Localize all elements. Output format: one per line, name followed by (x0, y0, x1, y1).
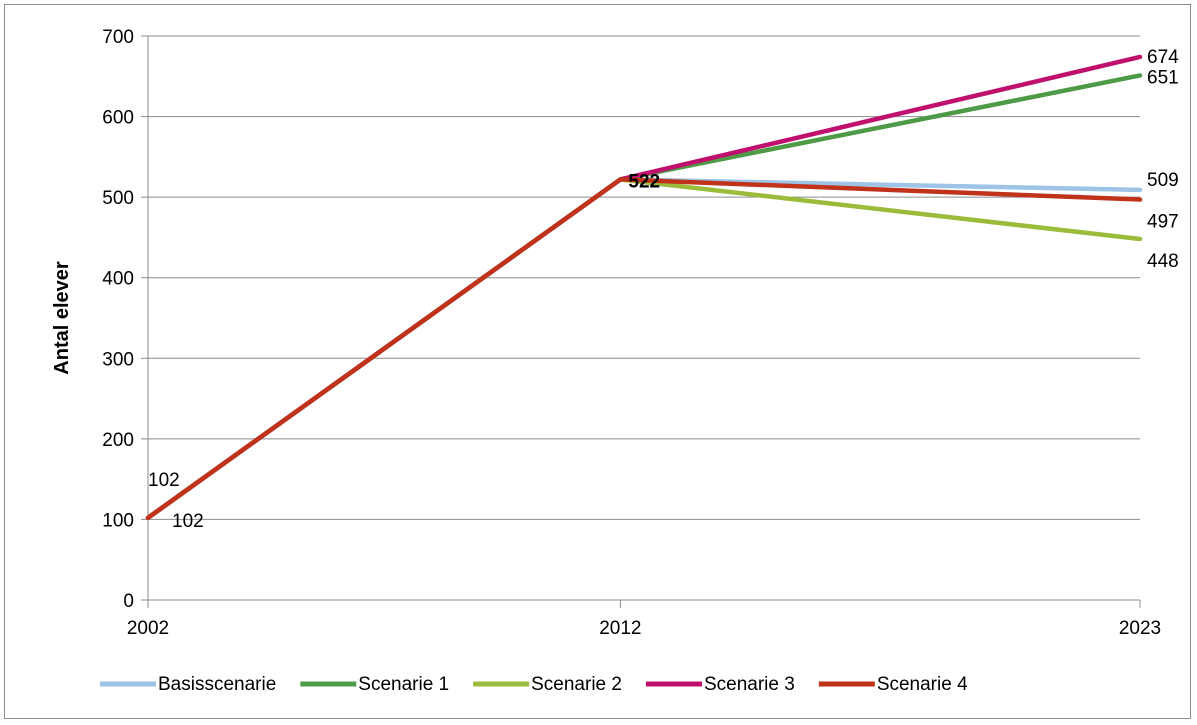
y-tick-labels: 0 100 200 300 400 500 600 700 (102, 27, 134, 612)
gridlines (148, 35, 1140, 520)
series-line (145, 73, 1143, 521)
y-tick-label: 0 (123, 591, 134, 612)
legend-entry-label: Basisscenarie (158, 674, 276, 695)
y-tick-label: 200 (102, 430, 134, 451)
data-label: 102 (172, 511, 204, 532)
series-line (145, 54, 1143, 521)
series-line (145, 177, 1143, 521)
data-label: 674 (1147, 47, 1179, 68)
y-tick-label: 400 (102, 269, 134, 290)
legend-entry-label: Scenarie 2 (531, 674, 622, 695)
legend: Basisscenarie Scenarie 1 Scenarie 2 Scenari… (100, 674, 968, 695)
series-line (145, 177, 1143, 521)
y-tick-label: 700 (102, 27, 134, 48)
series-lines (145, 54, 1143, 521)
data-label: 448 (1147, 251, 1179, 272)
data-label: 102 (148, 470, 180, 491)
data-label: 497 (1147, 212, 1179, 233)
legend-entry-label: Scenarie 3 (704, 674, 795, 695)
axes (141, 35, 1141, 608)
legend-entry-label: Scenarie 4 (877, 674, 968, 695)
y-tick-label: 600 (102, 108, 134, 129)
data-label: 522 (628, 171, 660, 192)
series-line (145, 177, 1143, 521)
y-tick-label: 300 (102, 349, 134, 370)
legend-entry-label: Scenarie 1 (358, 674, 449, 695)
y-tick-label: 100 (102, 510, 134, 531)
x-tick-labels: 2002 2012 2023 (127, 618, 1161, 639)
data-label: 509 (1147, 170, 1179, 191)
data-label: 651 (1147, 67, 1179, 88)
y-axis-label: Antal elever (51, 261, 73, 375)
x-tick-label: 2023 (1119, 618, 1161, 639)
y-tick-label: 500 (102, 188, 134, 209)
x-tick-label: 2002 (127, 618, 169, 639)
x-tick-label: 2012 (599, 618, 641, 639)
